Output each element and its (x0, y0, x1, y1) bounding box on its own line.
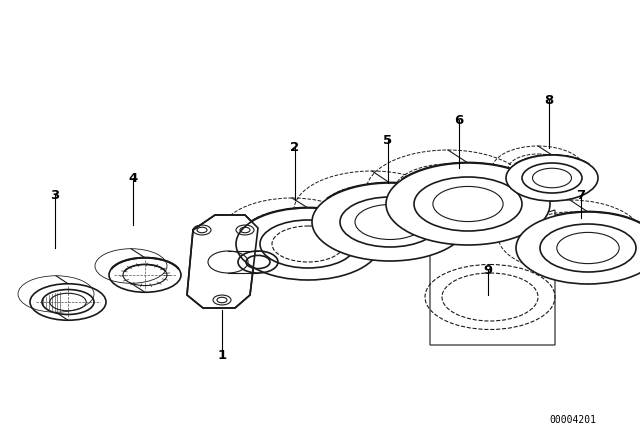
Text: 6: 6 (454, 113, 463, 126)
Ellipse shape (386, 163, 550, 245)
Ellipse shape (312, 183, 468, 261)
Polygon shape (187, 215, 258, 308)
Polygon shape (430, 210, 555, 345)
Ellipse shape (506, 155, 598, 201)
Ellipse shape (236, 208, 380, 280)
Text: 5: 5 (383, 134, 392, 146)
Text: 4: 4 (129, 172, 138, 185)
Ellipse shape (516, 212, 640, 284)
Text: 9: 9 (483, 263, 493, 276)
Text: 2: 2 (291, 141, 300, 154)
Text: 8: 8 (545, 94, 554, 107)
Text: 1: 1 (218, 349, 227, 362)
Text: 3: 3 (51, 189, 60, 202)
Text: 7: 7 (577, 189, 586, 202)
Text: 00004201: 00004201 (550, 415, 596, 425)
